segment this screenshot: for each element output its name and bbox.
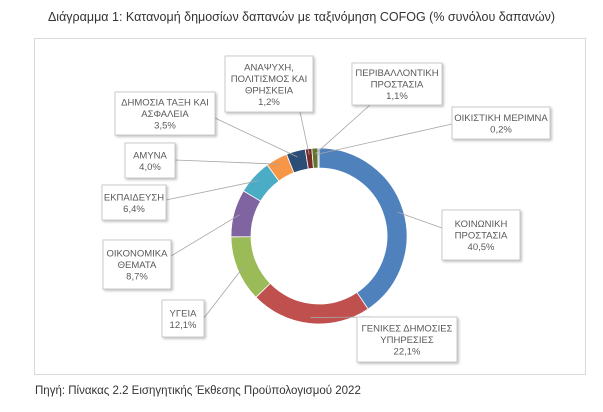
data-label-category: ΔΗΜΟΣΙΑ ΤΑΞΗ ΚΑΙ xyxy=(121,98,209,109)
data-label-category: ΘΕΜΑΤΑ xyxy=(118,260,157,271)
data-label-category: ΟΙΚΙΣΤΙΚΗ ΜΕΡΙΜΝΑ xyxy=(454,113,548,124)
leader-line-0 xyxy=(397,211,443,229)
data-label-category: ΕΚΠΑΙΔΕΥΣΗ xyxy=(104,192,164,203)
data-label-category: ΥΠΗΡΕΣΙΕΣ xyxy=(380,335,434,346)
slice-2 xyxy=(230,236,271,298)
data-label-value: 1,1% xyxy=(386,91,408,102)
data-label-value: 4,0% xyxy=(139,162,161,173)
leader-line-9 xyxy=(318,123,453,155)
slice-9 xyxy=(317,147,320,169)
callout-box xyxy=(451,106,551,140)
data-label-value: 22,1% xyxy=(394,347,421,358)
leader-line-6 xyxy=(214,117,298,158)
source-note: Πηγή: Πίνακας 2.2 Εισηγητικής Έκθεσης Πρ… xyxy=(35,385,361,397)
leader-line-2 xyxy=(203,266,244,319)
data-label-category: ΟΙΚΟΝΟΜΙΚΑ xyxy=(107,249,169,260)
data-label-value: 0,2% xyxy=(490,124,512,135)
callout-box xyxy=(124,142,176,179)
callout-box xyxy=(351,62,443,106)
data-label-category: ΑΜΥΝΑ xyxy=(133,150,167,161)
data-label-category: ΘΡΗΣΚΕΙΑ xyxy=(245,85,294,96)
data-label-category: ΠΡΟΣΤΑΣΙΑ xyxy=(455,231,508,242)
callout-box xyxy=(356,316,458,363)
data-label-value: 1,2% xyxy=(258,97,280,108)
data-label-value: 8,7% xyxy=(126,272,148,283)
data-label-category: ΠΡΟΣΤΑΣΙΑ xyxy=(371,80,424,91)
callout-box xyxy=(114,91,216,136)
callout-box xyxy=(441,209,521,261)
leader-line-4 xyxy=(165,180,259,201)
leader-line-8 xyxy=(314,104,371,155)
data-label-category: ΥΓΕΙΑ xyxy=(170,308,198,319)
chart-title: Διάγραμμα 1: Κατανομή δημοσίων δαπανών μ… xyxy=(47,10,556,24)
data-label-value: 12,1% xyxy=(170,320,197,331)
data-label-category: ΠΕΡΙΒΑΛΛΟΝΤΙΚΗ xyxy=(355,68,438,79)
data-label-category: ΓΕΝΙΚΕΣ ΔΗΜΟΣΙΕΣ xyxy=(362,324,453,335)
leader-line-7 xyxy=(299,111,310,155)
callout-box xyxy=(102,239,172,290)
slice-0 xyxy=(318,147,408,310)
leader-line-5 xyxy=(174,159,280,165)
data-label-category: ΠΟΛΙΤΙΣΜΟΣ ΚΑΙ xyxy=(231,74,308,85)
data-label-category: ΑΝΑΨΥΧΗ, xyxy=(244,62,294,73)
data-label-category: ΚΟΙΝΩΝΙΚΗ xyxy=(455,219,508,230)
callout-box xyxy=(224,55,314,113)
data-label-category: ΑΣΦΑΛΕΙΑ xyxy=(141,109,189,120)
data-label-value: 40,5% xyxy=(468,242,495,253)
callout-box xyxy=(161,299,205,338)
callout-box xyxy=(101,184,167,221)
leader-line-3 xyxy=(170,214,241,257)
data-label-value: 3,5% xyxy=(154,121,176,132)
data-label-value: 6,4% xyxy=(123,204,145,215)
